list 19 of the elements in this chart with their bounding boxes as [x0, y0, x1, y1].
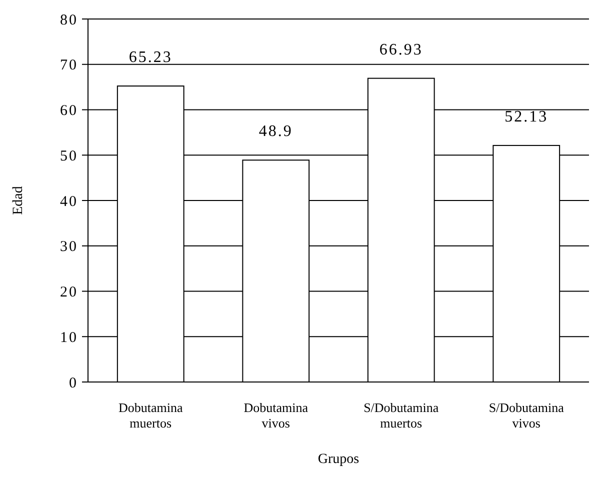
y-axis-title: Edad [11, 186, 26, 215]
x-tick-label: S/Dobutamina vivos [488, 400, 564, 431]
y-tick-label: 40 [60, 194, 78, 210]
y-tick-label: 30 [60, 239, 78, 256]
y-tick-label: 50 [60, 148, 78, 164]
data-label: 52.13 [504, 108, 548, 126]
data-label: 48.9 [258, 123, 293, 140]
data-label: 66.93 [379, 41, 423, 58]
y-tick-label: 60 [60, 103, 78, 119]
y-tick-label: 10 [60, 330, 78, 346]
y-tick-label: 80 [60, 12, 78, 28]
x-axis-title: Grupos [318, 452, 360, 467]
y-tick-label: 20 [60, 284, 78, 300]
x-tick-label: Dobutamina muertos [118, 400, 183, 431]
data-label: 65.23 [128, 49, 172, 66]
y-tick-label: 0 [69, 375, 78, 392]
x-tick-label: Dobutamina vivos [244, 400, 308, 431]
x-tick-label: S/Dobutamina muertos [364, 400, 439, 431]
y-tick-label: 70 [60, 58, 78, 74]
